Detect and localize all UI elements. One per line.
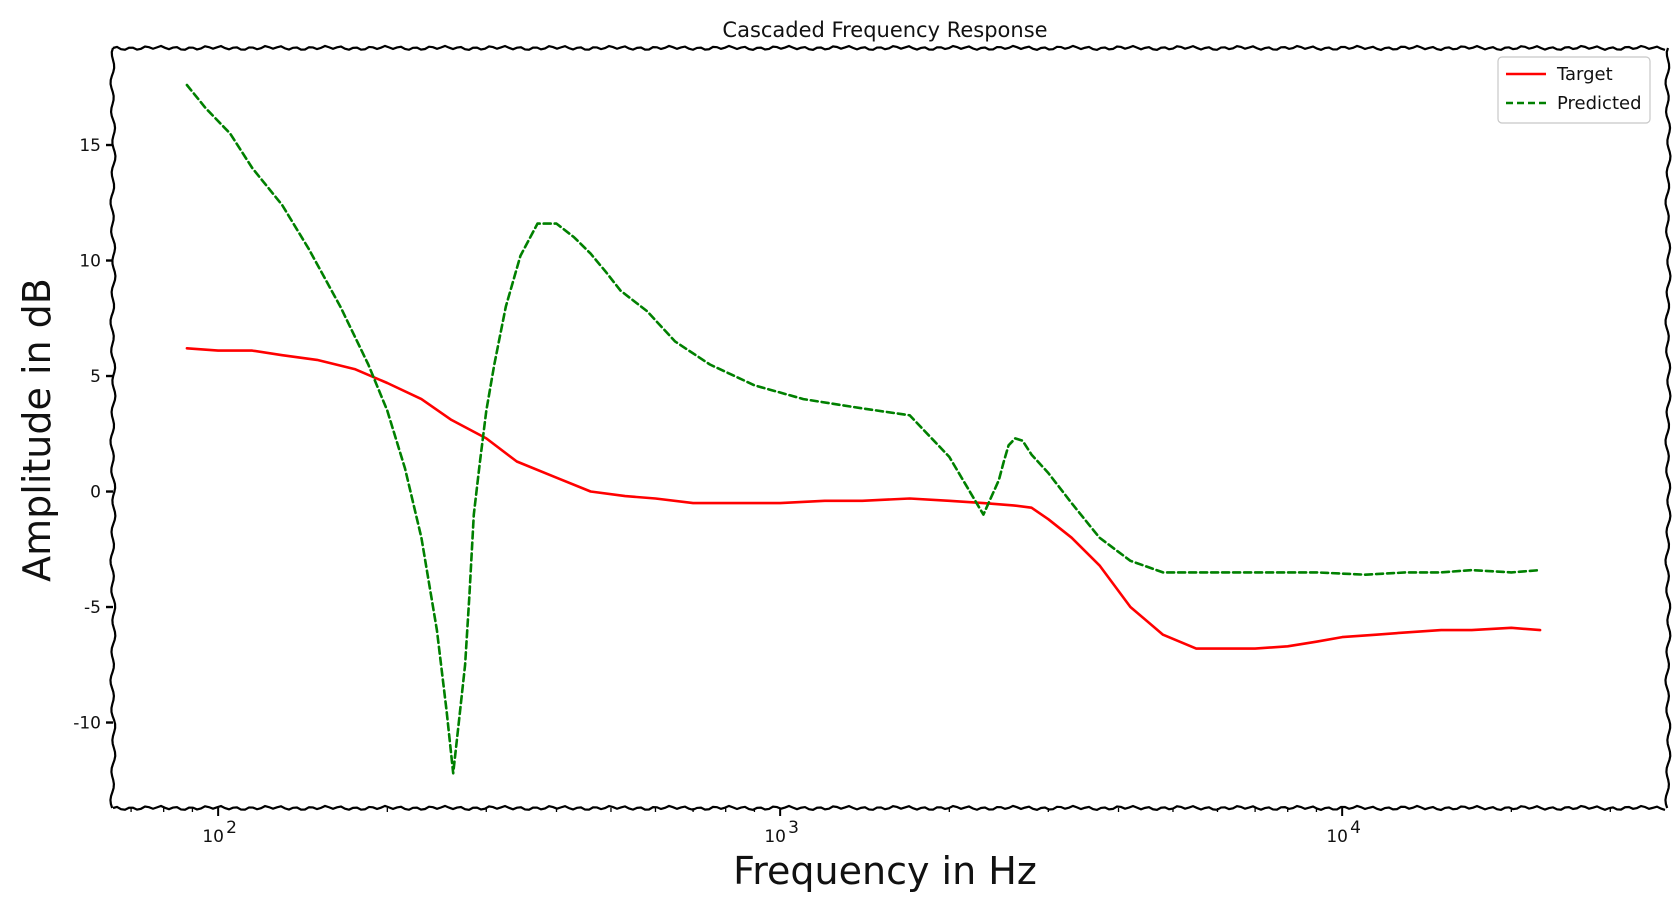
x-axis-ticks: 10 2 10 3 10 4 (130, 808, 1611, 847)
y-tick-label: -10 (73, 714, 101, 734)
y-axis-ticks: 15 10 5 0 -5 -10 (73, 136, 113, 734)
y-axis-title: Amplitude in dB (15, 278, 59, 582)
x-tick-exponent: 2 (226, 818, 237, 838)
x-axis-title: Frequency in Hz (733, 849, 1037, 893)
y-tick-label: 0 (90, 483, 101, 503)
series-layer (185, 83, 1542, 775)
y-tick-label: 15 (79, 136, 101, 156)
y-tick-label: 5 (90, 367, 101, 387)
series-line-target (185, 347, 1542, 650)
x-tick-label: 10 (1326, 827, 1348, 847)
legend-label-predicted: Predicted (1557, 93, 1642, 114)
plot-frame-top (112, 44, 1666, 52)
y-tick-label: -5 (84, 598, 101, 618)
series-line-predicted (185, 83, 1542, 775)
y-tick-label: 10 (79, 252, 101, 272)
x-tick-exponent: 3 (788, 818, 799, 838)
plot-frame-right (1664, 47, 1672, 809)
x-tick-label: 10 (202, 827, 224, 847)
plot-frame-bottom (112, 804, 1666, 812)
legend: Target Predicted (1497, 56, 1651, 124)
plot-frame-left (109, 47, 117, 809)
legend-label-target: Target (1556, 64, 1613, 85)
chart-title: Cascaded Frequency Response (722, 18, 1047, 42)
x-tick-label: 10 (764, 827, 786, 847)
x-tick-exponent: 4 (1350, 818, 1361, 838)
